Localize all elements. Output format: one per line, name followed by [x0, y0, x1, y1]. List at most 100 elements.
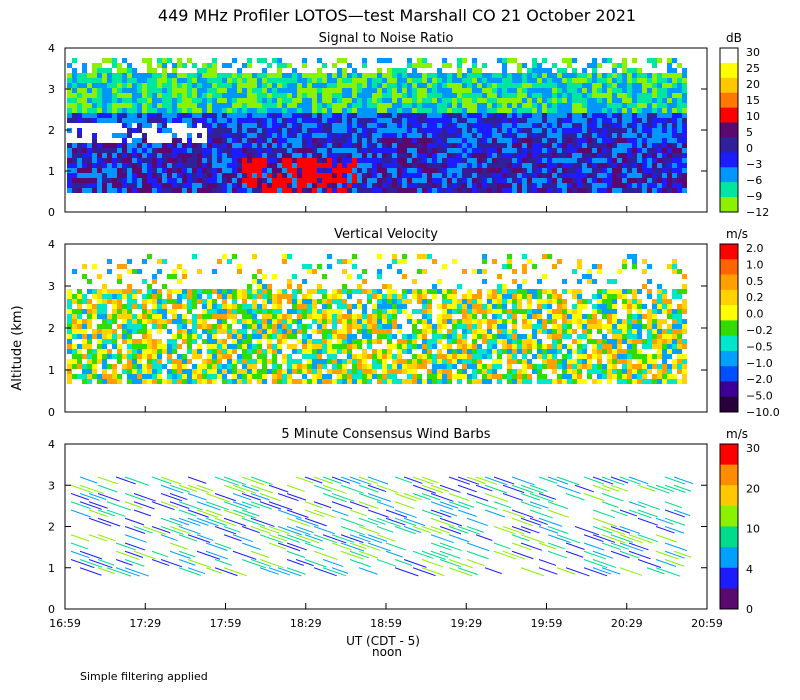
snr-cell: [442, 153, 447, 158]
velocity-cell: [322, 334, 327, 339]
velocity-cell: [562, 344, 567, 349]
velocity-cell: [97, 299, 102, 304]
velocity-cell: [377, 289, 382, 294]
snr-cell: [162, 103, 167, 108]
velocity-cell: [597, 339, 602, 344]
snr-cell: [297, 163, 302, 168]
velocity-cell: [172, 369, 177, 374]
velocity-cell: [397, 259, 402, 264]
velocity-cell: [432, 289, 437, 294]
velocity-cell: [422, 324, 427, 329]
snr-cell: [322, 188, 327, 193]
snr-cell: [242, 158, 247, 163]
snr-cell: [517, 148, 522, 153]
velocity-cell: [537, 299, 542, 304]
snr-cell: [657, 173, 662, 178]
snr-cell: [547, 78, 552, 83]
snr-cell: [242, 183, 247, 188]
snr-cell: [182, 113, 187, 118]
snr-cell: [657, 78, 662, 83]
snr-cell: [537, 148, 542, 153]
snr-cell: [677, 128, 682, 133]
snr-cell: [562, 133, 567, 138]
snr-cell: [352, 188, 357, 193]
snr-cell: [627, 183, 632, 188]
snr-cell: [242, 153, 247, 158]
velocity-cell: [402, 274, 407, 279]
snr-cell: [257, 138, 262, 143]
snr-cell: [97, 63, 102, 68]
snr-cell: [207, 93, 212, 98]
snr-cell: [242, 78, 247, 83]
velocity-cell: [252, 309, 257, 314]
velocity-cell: [492, 319, 497, 324]
velocity-cell: [312, 289, 317, 294]
snr-cell: [522, 143, 527, 148]
velocity-cell: [227, 289, 232, 294]
velocity-cell: [67, 314, 72, 319]
snr-cell: [302, 108, 307, 113]
snr-cell: [327, 178, 332, 183]
snr-cell: [307, 113, 312, 118]
snr-cell: [397, 78, 402, 83]
velocity-cell: [187, 299, 192, 304]
snr-cell: [112, 178, 117, 183]
snr-cell: [582, 93, 587, 98]
velocity-cell: [522, 294, 527, 299]
snr-cell: [162, 98, 167, 103]
snr-cell: [82, 148, 87, 153]
snr-cell: [167, 103, 172, 108]
snr-cell: [337, 98, 342, 103]
velocity-cell: [172, 374, 177, 379]
snr-cell: [227, 173, 232, 178]
snr-cell: [477, 98, 482, 103]
velocity-cell: [242, 299, 247, 304]
velocity-cell: [227, 334, 232, 339]
snr-cell: [532, 163, 537, 168]
snr-cell: [657, 58, 662, 63]
snr-cell: [627, 113, 632, 118]
snr-cell: [122, 183, 127, 188]
snr-cell: [492, 98, 497, 103]
velocity-cell: [347, 274, 352, 279]
snr-cell: [172, 158, 177, 163]
snr-cell: [477, 108, 482, 113]
snr-cell: [367, 108, 372, 113]
velocity-cell: [592, 369, 597, 374]
velocity-cell: [567, 319, 572, 324]
snr-cell: [387, 188, 392, 193]
velocity-cell: [372, 364, 377, 369]
snr-cell: [207, 103, 212, 108]
snr-cell: [72, 188, 77, 193]
snr-cell: [92, 118, 97, 123]
velocity-cell: [392, 299, 397, 304]
snr-cell: [97, 113, 102, 118]
snr-cell: [612, 108, 617, 113]
snr-cell: [557, 118, 562, 123]
snr-cell: [132, 88, 137, 93]
snr-cell: [167, 158, 172, 163]
velocity-cell: [432, 294, 437, 299]
snr-cell: [137, 78, 142, 83]
snr-cell: [172, 138, 177, 143]
snr-cell: [552, 178, 557, 183]
snr-cell: [482, 83, 487, 88]
velocity-cell: [377, 269, 382, 274]
snr-cell: [422, 98, 427, 103]
velocity-cell: [497, 284, 502, 289]
velocity-cell: [242, 359, 247, 364]
snr-cell: [177, 118, 182, 123]
velocity-cell: [107, 334, 112, 339]
velocity-cell: [307, 269, 312, 274]
snr-cell: [317, 68, 322, 73]
snr-cell: [592, 113, 597, 118]
snr-cell: [227, 183, 232, 188]
snr-cell: [142, 183, 147, 188]
snr-cell: [582, 78, 587, 83]
snr-cell: [287, 113, 292, 118]
velocity-cell: [597, 349, 602, 354]
velocity-cell: [67, 374, 72, 379]
velocity-cell: [242, 339, 247, 344]
snr-cell: [367, 78, 372, 83]
snr-cell: [397, 143, 402, 148]
